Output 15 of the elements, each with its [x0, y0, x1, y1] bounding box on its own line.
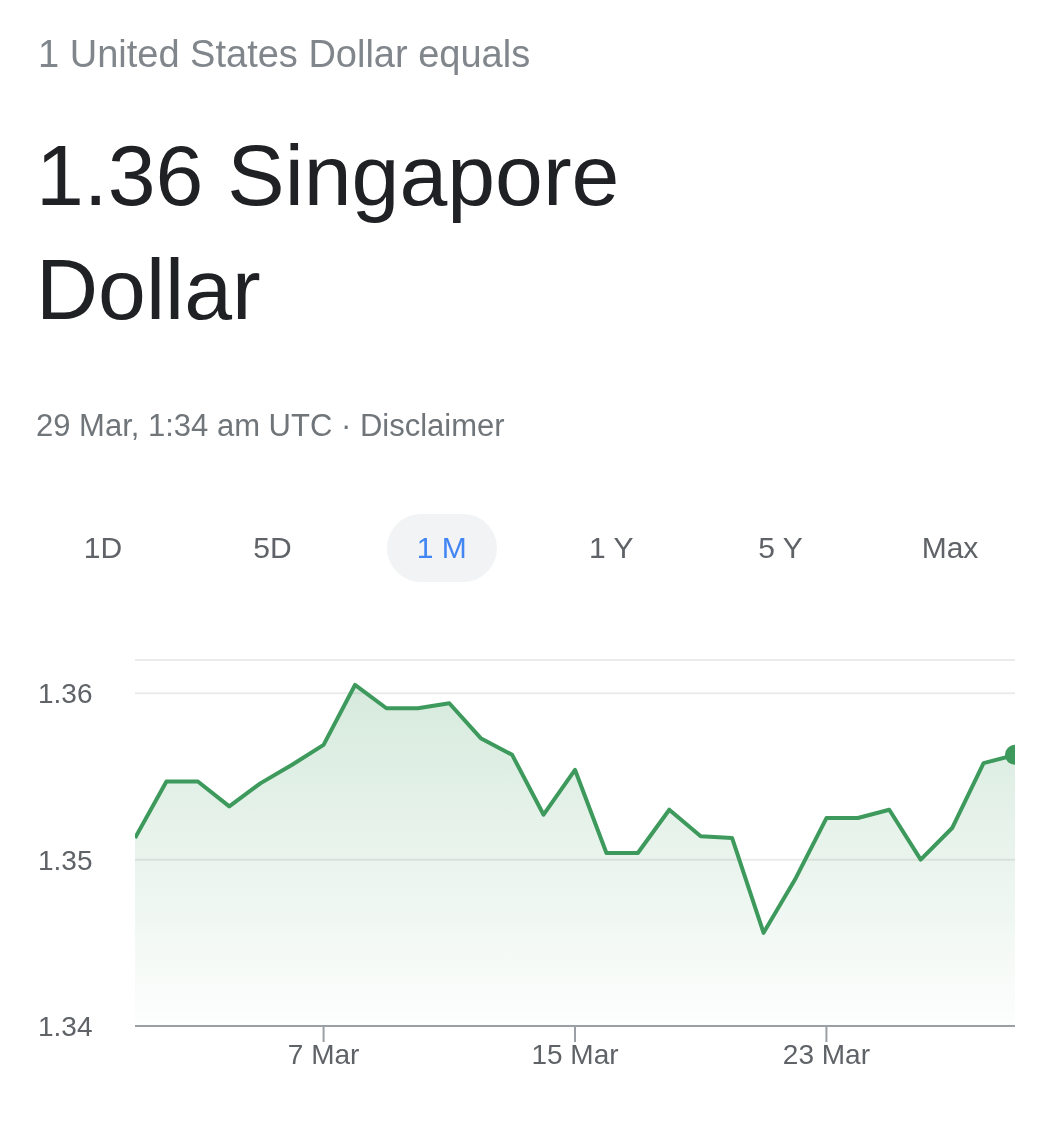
text: Max [921, 531, 979, 565]
x-tick-label: 15 Mar [531, 1038, 619, 1070]
text: 5 Y [758, 531, 803, 565]
chart-subtitle: 1 United States Dollar equals [38, 33, 531, 75]
text: 29 Mar, 1:34 am UTC · Disclaimer [36, 408, 505, 443]
y-tick-label: 1.35 [38, 844, 93, 876]
text: 1 M [416, 531, 467, 565]
text: 1D [83, 531, 123, 565]
text: 5D [253, 531, 292, 565]
x-tick-label: 7 Mar [287, 1038, 360, 1070]
y-tick-label: 1.34 [38, 1011, 93, 1042]
y-tick-label: 1.36 [38, 678, 93, 710]
chart-title: 1.36 Singapore Dollar [36, 127, 620, 337]
text: 1 Y [588, 531, 634, 565]
x-tick-label: 23 Mar [782, 1038, 871, 1070]
